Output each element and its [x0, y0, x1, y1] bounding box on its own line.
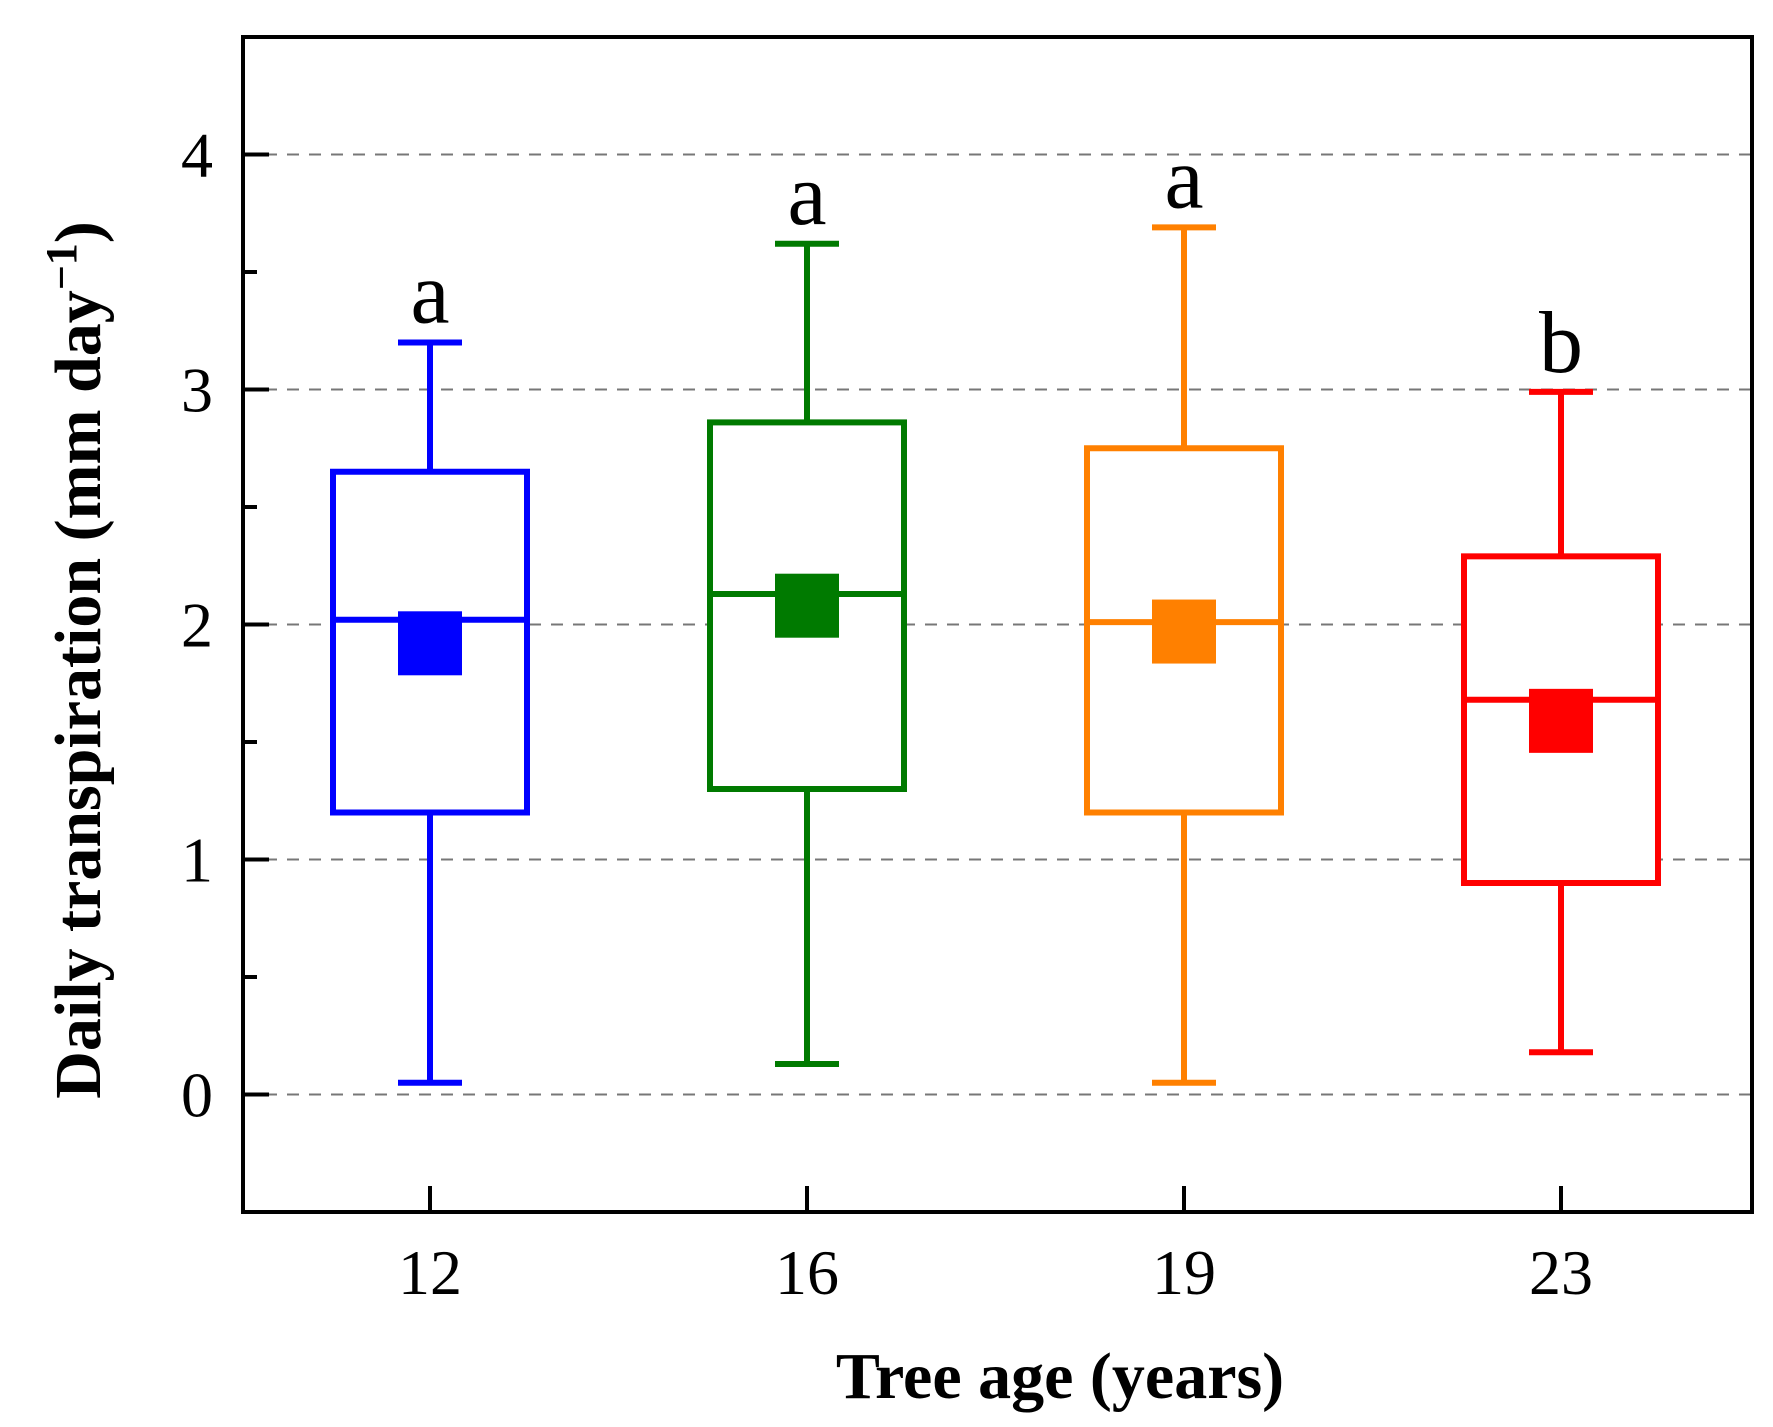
box-group-16: a: [707, 147, 907, 1067]
mean-marker: [398, 611, 462, 676]
x-tick-label: 12: [398, 1237, 462, 1308]
y-axis-title: Daily transpiration (mm day−1): [37, 221, 116, 1099]
x-axis-title: Tree age (years): [836, 1340, 1284, 1413]
y-tick-label: 1: [181, 825, 213, 896]
significance-label: a: [1164, 130, 1203, 227]
y-tick-label: 0: [181, 1060, 213, 1131]
mean-marker: [1152, 599, 1216, 664]
x-tick-label: 16: [775, 1237, 839, 1308]
y-tick-label: 3: [181, 355, 213, 426]
box-series: a a a b: [330, 130, 1661, 1086]
y-axis-title-main: Daily transpiration (mm day: [42, 290, 115, 1099]
box-group-12: a: [330, 246, 530, 1086]
box-group-23: b: [1461, 295, 1661, 1056]
iqr-box: [1461, 553, 1661, 886]
y-tick-label: 4: [181, 120, 213, 191]
box-group-19: a: [1084, 130, 1284, 1086]
iqr-box: [330, 468, 530, 816]
y-tick-label: 2: [181, 590, 213, 661]
x-tick-label: 19: [1152, 1237, 1216, 1308]
y-axis-title-close: ): [42, 221, 115, 243]
mean-marker: [1529, 688, 1593, 753]
significance-label: b: [1539, 295, 1583, 392]
mean-marker: [775, 573, 839, 638]
x-tick-label: 23: [1529, 1237, 1593, 1308]
significance-label: a: [410, 246, 449, 343]
significance-label: a: [787, 147, 826, 244]
y-axis-title-superscript: −1: [37, 243, 86, 290]
